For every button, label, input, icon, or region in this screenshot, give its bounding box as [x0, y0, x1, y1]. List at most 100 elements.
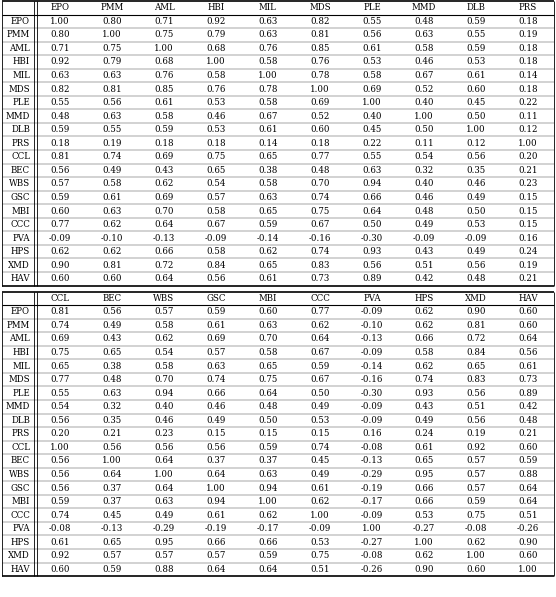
Text: 0.50: 0.50	[466, 112, 486, 121]
Text: -0.30: -0.30	[361, 389, 383, 398]
Text: 0.60: 0.60	[310, 125, 330, 134]
Text: 0.61: 0.61	[518, 362, 538, 371]
Text: 0.18: 0.18	[518, 85, 538, 94]
Text: 0.54: 0.54	[155, 348, 173, 357]
Text: 0.40: 0.40	[154, 402, 173, 411]
Text: 0.22: 0.22	[518, 98, 538, 107]
Text: 0.42: 0.42	[518, 402, 538, 411]
Text: 0.51: 0.51	[414, 261, 434, 270]
Text: 0.56: 0.56	[466, 389, 486, 398]
Text: 0.92: 0.92	[50, 551, 70, 560]
Text: 0.61: 0.61	[154, 98, 173, 107]
Text: 0.60: 0.60	[518, 307, 538, 316]
Text: 0.84: 0.84	[466, 348, 486, 357]
Text: 0.24: 0.24	[414, 429, 434, 438]
Text: 0.58: 0.58	[206, 71, 226, 80]
Text: 0.56: 0.56	[50, 457, 70, 466]
Text: 0.75: 0.75	[310, 207, 330, 216]
Text: 0.56: 0.56	[466, 152, 486, 161]
Text: MMD: MMD	[412, 3, 436, 13]
Text: 0.11: 0.11	[518, 112, 538, 121]
Text: MDS: MDS	[309, 3, 331, 13]
Text: 0.53: 0.53	[466, 220, 485, 229]
Text: 0.84: 0.84	[206, 261, 226, 270]
Text: 0.66: 0.66	[414, 497, 434, 506]
Text: 0.49: 0.49	[102, 321, 122, 330]
Text: 0.69: 0.69	[155, 152, 173, 161]
Text: 0.77: 0.77	[50, 220, 70, 229]
Text: 0.58: 0.58	[206, 207, 226, 216]
Text: 0.51: 0.51	[310, 565, 330, 574]
Text: 0.37: 0.37	[259, 457, 277, 466]
Text: 0.56: 0.56	[50, 470, 70, 479]
Text: 0.65: 0.65	[259, 152, 277, 161]
Text: 0.18: 0.18	[206, 139, 226, 148]
Text: 1.00: 1.00	[414, 112, 434, 121]
Text: HBI: HBI	[13, 57, 30, 66]
Text: 0.74: 0.74	[206, 375, 226, 384]
Text: 0.72: 0.72	[466, 334, 486, 343]
Text: 0.63: 0.63	[102, 389, 122, 398]
Text: 1.00: 1.00	[50, 17, 70, 26]
Text: 0.75: 0.75	[206, 152, 226, 161]
Text: 0.69: 0.69	[310, 98, 330, 107]
Text: 0.64: 0.64	[518, 334, 538, 343]
Text: 0.59: 0.59	[50, 193, 70, 202]
Text: 0.61: 0.61	[258, 125, 278, 134]
Text: 0.53: 0.53	[310, 416, 330, 425]
Text: 0.64: 0.64	[259, 389, 277, 398]
Text: 0.62: 0.62	[102, 220, 122, 229]
Text: -0.13: -0.13	[361, 334, 383, 343]
Text: 0.70: 0.70	[258, 334, 278, 343]
Text: 0.14: 0.14	[518, 71, 538, 80]
Text: 0.54: 0.54	[206, 180, 226, 189]
Text: 0.59: 0.59	[259, 443, 277, 452]
Text: 0.92: 0.92	[206, 17, 226, 26]
Text: 0.56: 0.56	[363, 261, 381, 270]
Text: 0.46: 0.46	[206, 112, 226, 121]
Text: 0.38: 0.38	[259, 166, 277, 175]
Text: 0.50: 0.50	[466, 207, 486, 216]
Text: 0.48: 0.48	[310, 166, 330, 175]
Text: -0.17: -0.17	[257, 524, 279, 533]
Text: 0.77: 0.77	[310, 307, 330, 316]
Text: 0.55: 0.55	[102, 125, 122, 134]
Text: 0.45: 0.45	[466, 98, 486, 107]
Text: 0.62: 0.62	[414, 551, 434, 560]
Text: -0.10: -0.10	[361, 321, 383, 330]
Text: 0.45: 0.45	[310, 457, 330, 466]
Text: -0.08: -0.08	[465, 524, 487, 533]
Text: 0.63: 0.63	[102, 207, 122, 216]
Text: 0.94: 0.94	[206, 497, 226, 506]
Text: MBI: MBI	[12, 207, 30, 216]
Text: 0.62: 0.62	[414, 307, 434, 316]
Text: PLE: PLE	[12, 389, 30, 398]
Text: MIL: MIL	[259, 3, 277, 13]
Text: 0.19: 0.19	[518, 261, 538, 270]
Text: 0.15: 0.15	[310, 429, 330, 438]
Text: 0.80: 0.80	[50, 30, 70, 39]
Text: PMM: PMM	[7, 30, 30, 39]
Text: 0.66: 0.66	[363, 193, 381, 202]
Text: 0.80: 0.80	[102, 17, 122, 26]
Text: 0.37: 0.37	[102, 497, 122, 506]
Text: 1.00: 1.00	[362, 98, 382, 107]
Text: -0.09: -0.09	[205, 233, 227, 242]
Text: 0.81: 0.81	[310, 30, 330, 39]
Text: 0.60: 0.60	[258, 307, 278, 316]
Text: 1.00: 1.00	[258, 71, 278, 80]
Text: 0.61: 0.61	[258, 274, 278, 283]
Text: 0.63: 0.63	[259, 30, 277, 39]
Text: 0.46: 0.46	[414, 193, 434, 202]
Text: 0.75: 0.75	[155, 30, 173, 39]
Text: 0.70: 0.70	[310, 180, 330, 189]
Text: 0.20: 0.20	[50, 429, 70, 438]
Text: PVA: PVA	[363, 294, 381, 303]
Text: 0.90: 0.90	[414, 565, 434, 574]
Text: 0.58: 0.58	[102, 180, 122, 189]
Text: 0.58: 0.58	[154, 321, 173, 330]
Text: 0.69: 0.69	[155, 193, 173, 202]
Text: 0.62: 0.62	[310, 497, 330, 506]
Text: 0.85: 0.85	[154, 85, 173, 94]
Text: 0.67: 0.67	[310, 348, 330, 357]
